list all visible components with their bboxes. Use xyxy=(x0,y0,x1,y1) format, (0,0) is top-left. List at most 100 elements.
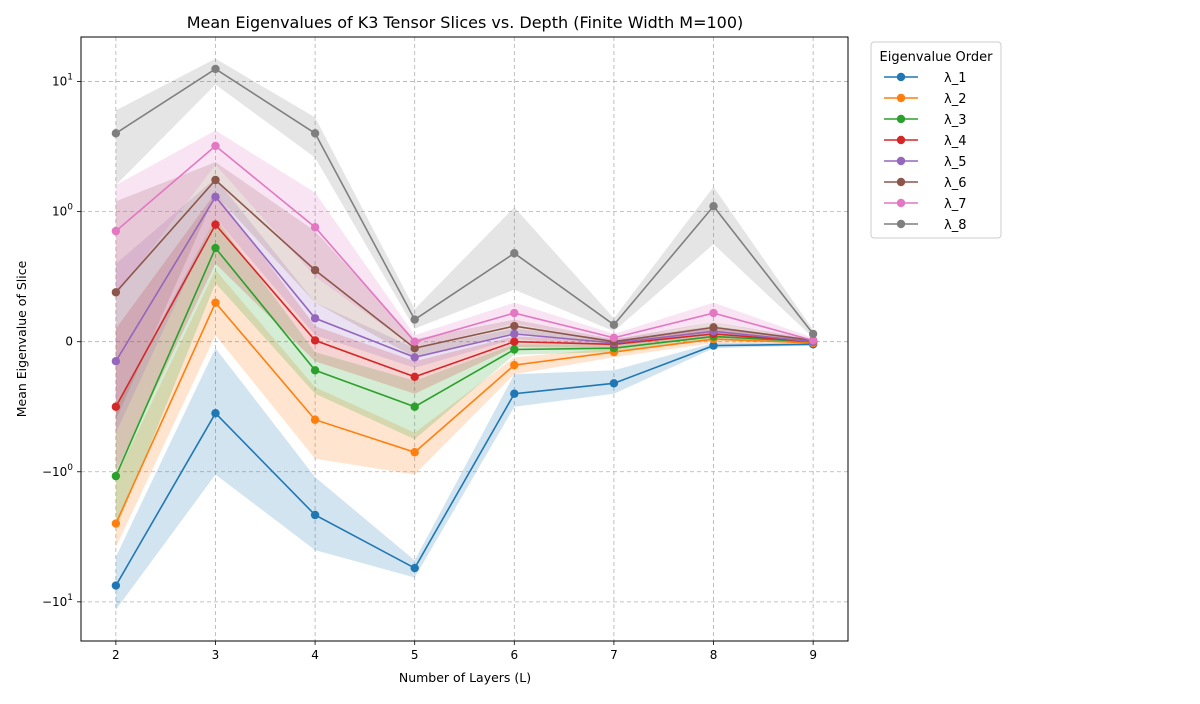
data-point xyxy=(310,366,320,375)
data-point xyxy=(211,192,220,201)
data-point xyxy=(211,64,220,74)
data-point xyxy=(211,220,220,229)
series-line xyxy=(115,223,814,408)
data-point xyxy=(510,321,519,331)
plot-frame xyxy=(80,36,849,642)
y-tick-label: −100 xyxy=(42,463,73,479)
legend-marker xyxy=(896,114,906,124)
data-point xyxy=(310,223,320,232)
series-lines xyxy=(115,67,814,586)
legend-marker xyxy=(896,198,906,208)
x-tick-label: 9 xyxy=(809,648,817,662)
data-point xyxy=(808,336,818,345)
data-point xyxy=(310,415,320,424)
data-point xyxy=(410,372,419,382)
data-point xyxy=(111,226,121,236)
data-point xyxy=(410,402,419,411)
legend-label: λ_1 xyxy=(944,71,966,86)
data-point xyxy=(310,129,320,138)
x-axis-label: Number of Layers (L) xyxy=(399,670,531,685)
data-point xyxy=(510,345,519,354)
data-point xyxy=(709,341,718,350)
legend-marker xyxy=(896,177,906,187)
series-line xyxy=(115,246,814,477)
data-point xyxy=(410,343,419,353)
legend-label: λ_5 xyxy=(944,155,966,170)
legend-marker xyxy=(896,156,906,166)
data-point xyxy=(111,357,121,366)
data-point xyxy=(211,243,220,253)
data-point xyxy=(609,333,619,342)
data-point xyxy=(709,323,718,332)
data-point xyxy=(310,314,320,323)
y-axis-label: Mean Eigenvalue of Slice xyxy=(14,260,29,417)
series-line xyxy=(115,144,814,343)
data-point xyxy=(510,308,519,318)
legend-label: λ_7 xyxy=(944,197,966,212)
data-point xyxy=(111,519,121,528)
legend-label: λ_8 xyxy=(944,218,966,233)
data-point xyxy=(310,336,320,345)
legend-label: λ_4 xyxy=(944,134,966,149)
data-point xyxy=(808,329,818,339)
confidence-band xyxy=(115,162,814,420)
confidence-band xyxy=(115,342,814,610)
data-point xyxy=(111,129,121,138)
data-point xyxy=(111,581,121,590)
series-line xyxy=(115,301,814,524)
data-point xyxy=(510,249,519,258)
legend-marker xyxy=(896,135,906,145)
y-tick-label: 100 xyxy=(52,203,73,219)
y-tick-label: −101 xyxy=(42,593,73,609)
data-point xyxy=(211,141,220,151)
series-markers xyxy=(111,64,818,590)
series-line xyxy=(115,67,814,335)
legend-marker xyxy=(896,93,906,103)
x-tick-label: 6 xyxy=(510,648,518,662)
x-tick-label: 5 xyxy=(411,648,419,662)
data-point xyxy=(111,288,121,297)
data-point xyxy=(310,265,320,275)
x-tick-label: 2 xyxy=(112,648,120,662)
x-tick-label: 3 xyxy=(212,648,220,662)
data-point xyxy=(709,202,718,211)
data-point xyxy=(410,448,419,457)
series-line xyxy=(115,343,814,586)
y-tick-label: 0 xyxy=(65,335,73,349)
data-point xyxy=(709,308,718,318)
data-point xyxy=(410,337,419,346)
data-point xyxy=(211,409,220,418)
data-point xyxy=(609,320,619,329)
data-point xyxy=(310,510,320,520)
legend-title: Eigenvalue Order xyxy=(880,50,994,65)
series-line xyxy=(115,178,814,350)
data-point xyxy=(410,563,419,573)
confidence-band xyxy=(115,130,814,349)
legend-label: λ_6 xyxy=(944,176,966,191)
y-axis-ticks: 101 100 0 −100 −101 xyxy=(42,73,81,609)
data-point xyxy=(510,329,519,339)
legend-entries: λ_1 λ_2 λ_3 λ_4 λ_5 λ_6 λ_7 λ_8 xyxy=(884,71,966,233)
data-point xyxy=(111,402,121,411)
x-tick-label: 8 xyxy=(710,648,718,662)
confidence-band xyxy=(115,58,814,338)
data-point xyxy=(510,360,519,370)
data-point xyxy=(410,353,419,362)
legend-marker xyxy=(896,219,906,229)
legend: Eigenvalue Order λ_1λ_2λ_3λ_4λ_5λ_6λ_7λ_… xyxy=(870,41,1002,239)
data-point xyxy=(510,389,519,398)
legend-box xyxy=(870,41,1002,239)
data-point xyxy=(510,337,519,346)
data-point xyxy=(111,471,121,481)
data-point xyxy=(211,298,220,307)
x-axis-ticks: 2 3 4 5 6 7 8 9 xyxy=(112,641,817,662)
series-line xyxy=(115,195,814,362)
chart-title: Mean Eigenvalues of K3 Tensor Slices vs.… xyxy=(187,13,744,32)
legend-label: λ_2 xyxy=(944,92,966,107)
x-tick-label: 7 xyxy=(610,648,618,662)
legend-marker xyxy=(896,72,906,82)
data-point xyxy=(609,379,619,388)
confidence-band xyxy=(115,218,814,530)
x-tick-label: 4 xyxy=(311,648,319,662)
